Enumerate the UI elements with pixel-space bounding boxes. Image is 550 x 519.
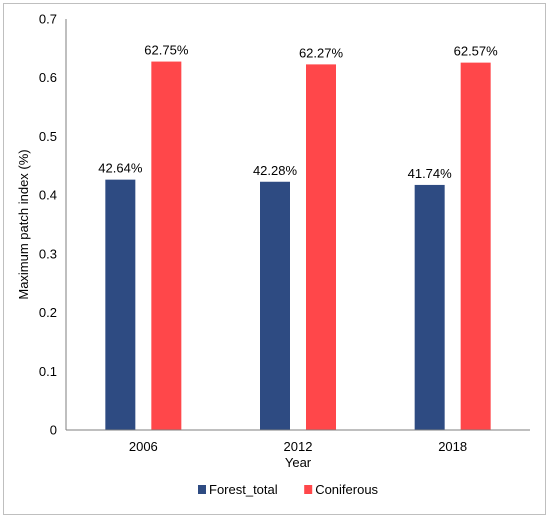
y-tick-label: 0.5 <box>39 129 57 144</box>
x-axis-title: Year <box>285 455 312 470</box>
bar-coniferous-2012 <box>306 64 336 431</box>
y-tick-label: 0 <box>50 423 57 438</box>
legend: Forest_total Coniferous <box>198 482 379 497</box>
data-label: 42.64% <box>98 161 143 176</box>
legend-swatch <box>198 485 206 494</box>
bar-forest-total-2018 <box>414 184 445 430</box>
y-tick-label: 0.2 <box>39 305 57 320</box>
data-labels: 42.64% 62.75% 42.28% 62.27% 41.74% 62.57% <box>98 43 498 181</box>
bar-forest-total-2006 <box>105 179 136 430</box>
x-tick-label: 2018 <box>438 439 467 454</box>
data-label: 62.57% <box>454 44 499 59</box>
y-tick-label: 0.1 <box>39 364 57 379</box>
bar-forest-total-2012 <box>260 181 290 430</box>
legend-label: Coniferous <box>315 482 378 497</box>
bar-coniferous-2018 <box>460 62 491 430</box>
legend-swatch <box>304 485 313 494</box>
y-tick-label: 0.6 <box>39 70 57 85</box>
data-label: 42.28% <box>253 163 298 178</box>
data-label: 62.75% <box>144 43 189 58</box>
data-label: 62.27% <box>299 45 344 60</box>
x-tick-label: 2006 <box>129 439 158 454</box>
bar-coniferous-2006 <box>151 61 182 430</box>
y-tick-label: 0.3 <box>39 246 57 261</box>
y-tick-labels: 0 0.1 0.2 0.3 0.4 0.5 0.6 0.7 <box>39 12 57 438</box>
y-tick-label: 0.4 <box>39 188 57 203</box>
x-tick-label: 2012 <box>284 439 313 454</box>
bar-marks <box>105 61 491 431</box>
legend-label: Forest_total <box>209 482 278 497</box>
x-tick-labels: 2006 2012 2018 <box>129 439 467 454</box>
data-label: 41.74% <box>408 166 453 181</box>
y-tick-label: 0.7 <box>39 12 57 27</box>
y-axis-title: Maximum patch index (%) <box>16 149 31 299</box>
